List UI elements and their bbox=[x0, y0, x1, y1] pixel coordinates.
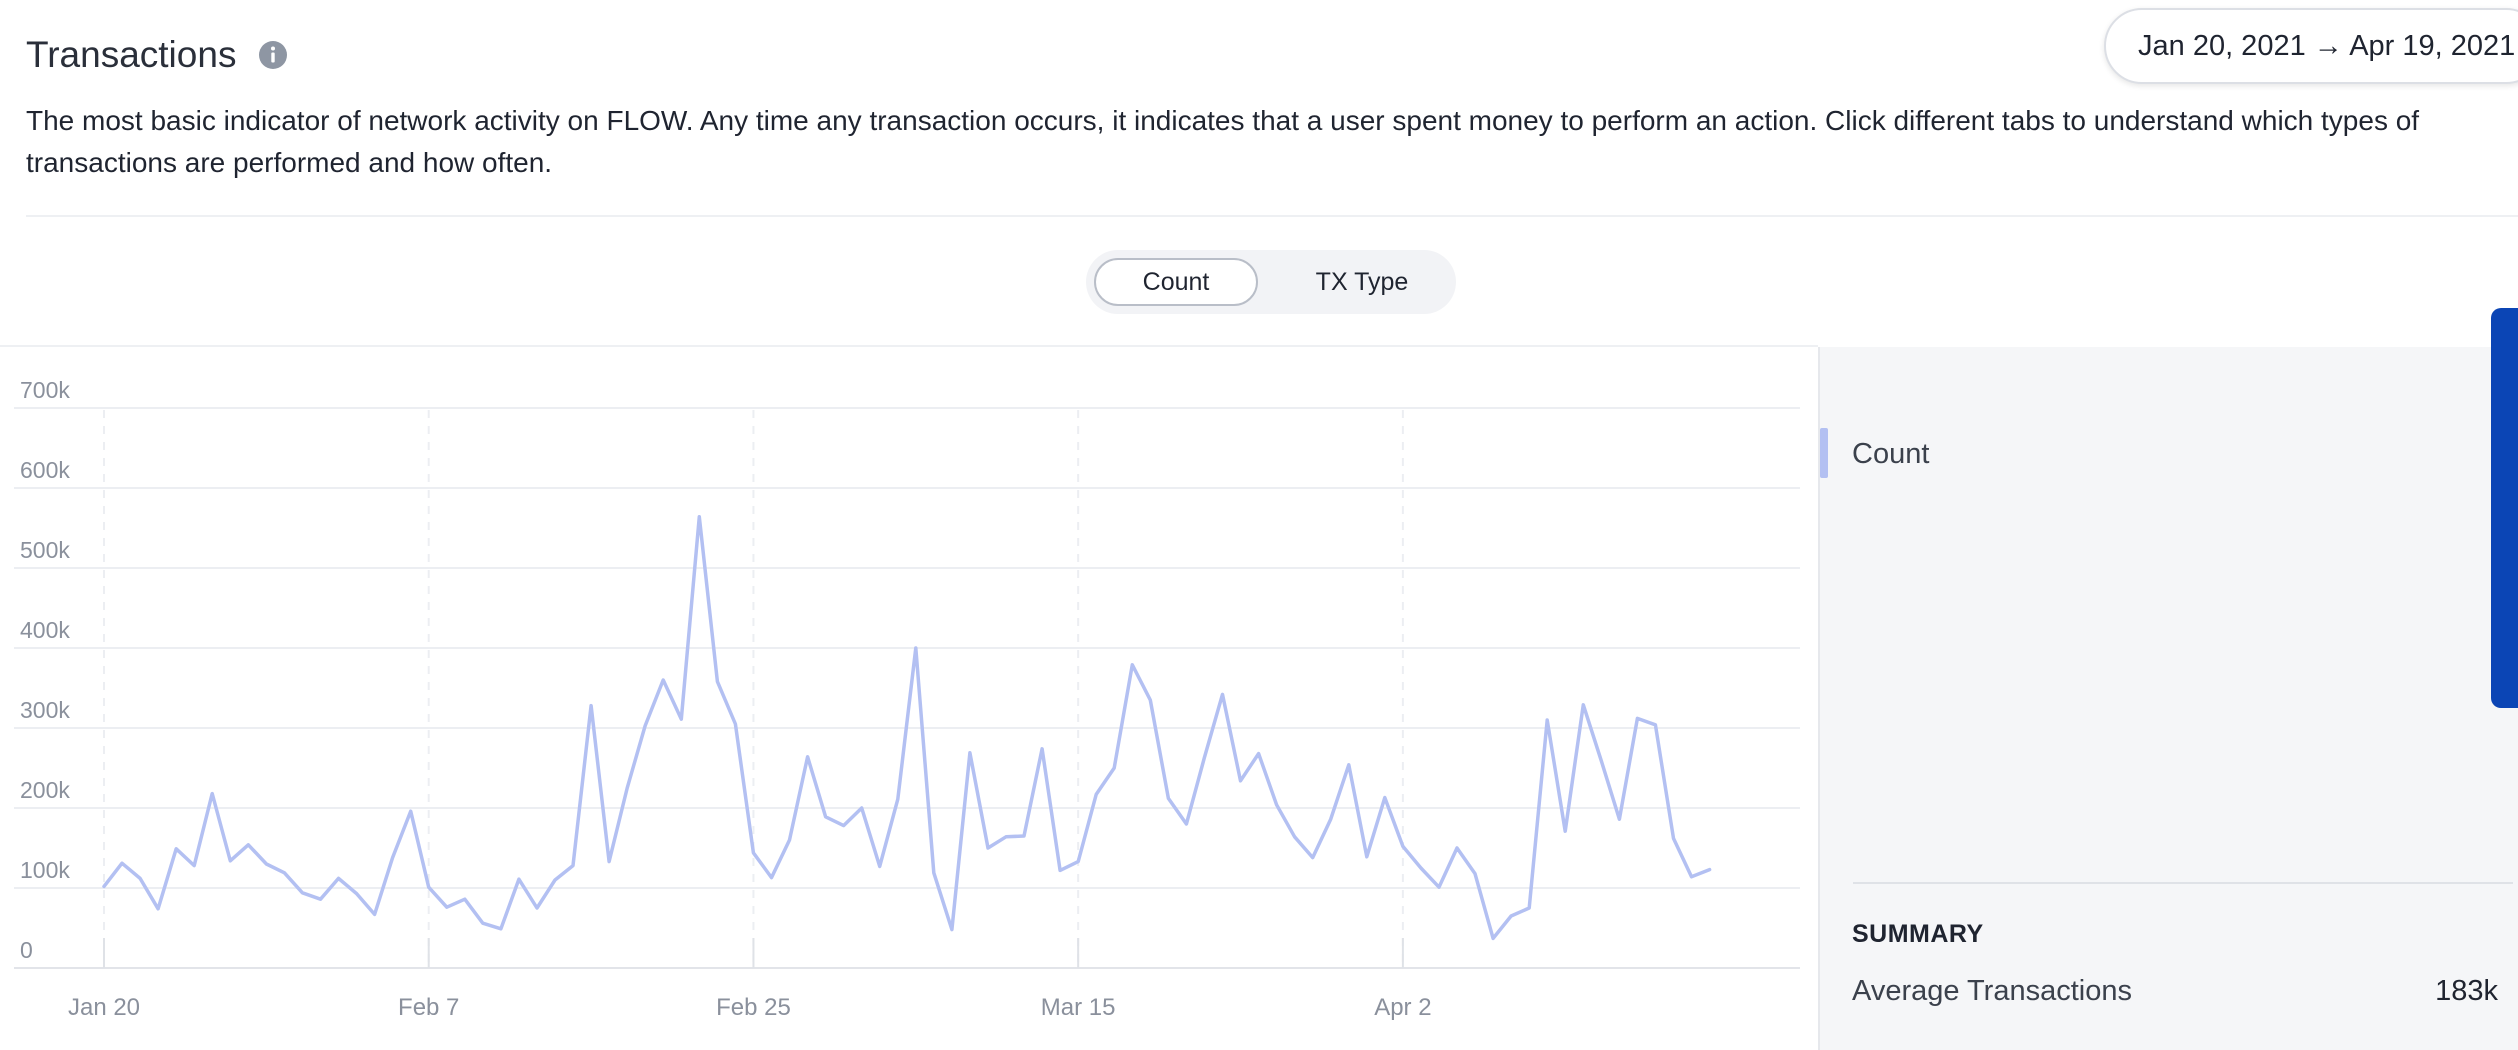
x-tick-label: Feb 25 bbox=[716, 994, 791, 1021]
title-row: Transactions bbox=[26, 34, 288, 76]
y-tick-label: 300k bbox=[20, 697, 70, 723]
legend-label[interactable]: Count bbox=[1852, 438, 1930, 470]
tab-count[interactable]: Count bbox=[1094, 258, 1258, 306]
x-tick-label: Mar 15 bbox=[1041, 994, 1116, 1021]
summary-title: SUMMARY bbox=[1852, 920, 1984, 948]
summary-value: 183k bbox=[2435, 975, 2498, 1007]
chart-divider bbox=[0, 345, 1818, 347]
y-tick-label: 0 bbox=[20, 937, 33, 963]
x-tick-label: Jan 20 bbox=[68, 994, 140, 1021]
date-range-label: Jan 20, 2021 → Apr 19, 2021 bbox=[2138, 29, 2516, 62]
transactions-chart: 0 100k 200k 300k 400k 500k 600k 700k Jan 20 Feb 7… bbox=[14, 377, 1800, 1021]
feedback-tab[interactable] bbox=[2491, 308, 2518, 708]
series-line-count bbox=[102, 515, 1712, 941]
legend-swatch bbox=[1820, 428, 1828, 478]
date-range-picker[interactable]: Jan 20, 2021 → Apr 19, 2021 bbox=[2104, 8, 2518, 84]
y-tick-label: 500k bbox=[20, 537, 70, 563]
y-tick-label: 100k bbox=[20, 857, 70, 883]
summary-divider bbox=[1853, 882, 2513, 884]
x-tick-label: Apr 2 bbox=[1374, 994, 1431, 1021]
description-text: The most basic indicator of network acti… bbox=[26, 105, 2420, 178]
x-tick-label: Feb 7 bbox=[398, 994, 459, 1021]
tab-group: Count TX Type bbox=[1086, 250, 1456, 314]
header-divider bbox=[26, 215, 2518, 217]
y-tick-label: 600k bbox=[20, 457, 70, 483]
y-tick-label: 400k bbox=[20, 617, 70, 643]
y-tick-label: 700k bbox=[20, 377, 70, 403]
summary-panel bbox=[1818, 347, 2518, 1050]
y-tick-label: 200k bbox=[20, 777, 70, 803]
tab-tx-type[interactable]: TX Type bbox=[1315, 267, 1409, 296]
info-icon[interactable] bbox=[258, 40, 288, 70]
page-title: Transactions bbox=[26, 34, 237, 75]
summary-label: Average Transactions bbox=[1852, 975, 2132, 1007]
